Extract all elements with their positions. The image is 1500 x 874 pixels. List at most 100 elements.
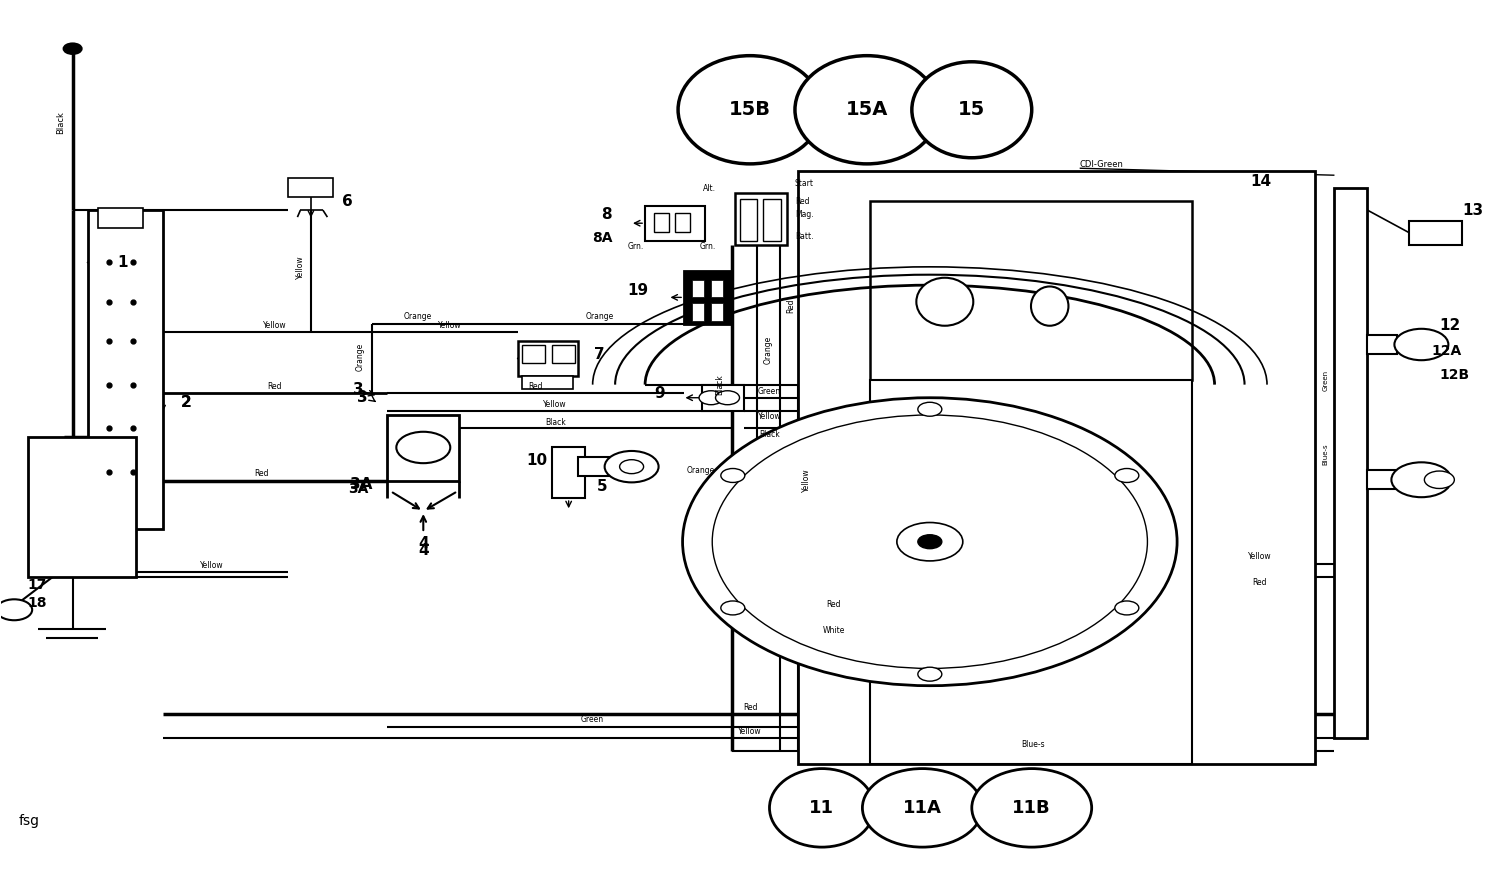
Circle shape — [722, 601, 746, 615]
Bar — [98, 208, 142, 227]
Text: Red: Red — [267, 382, 282, 391]
Text: 9: 9 — [654, 385, 664, 401]
Text: Orange: Orange — [687, 466, 714, 475]
Text: Orange: Orange — [404, 312, 432, 321]
Bar — [798, 170, 1316, 764]
Text: Yellow: Yellow — [262, 321, 286, 329]
Text: Grn.: Grn. — [699, 242, 715, 251]
Bar — [870, 201, 1192, 380]
Circle shape — [1114, 601, 1138, 615]
Bar — [654, 212, 669, 232]
Text: 11B: 11B — [1013, 799, 1052, 817]
Text: Black: Black — [544, 418, 566, 427]
Circle shape — [1392, 462, 1452, 497]
Text: Green: Green — [580, 715, 604, 725]
Text: Yellow: Yellow — [296, 255, 304, 279]
Circle shape — [682, 398, 1178, 686]
Text: 3A: 3A — [350, 477, 372, 492]
Text: 2: 2 — [180, 394, 192, 410]
Ellipse shape — [862, 768, 982, 847]
Text: Yellow: Yellow — [543, 400, 567, 409]
Text: 15A: 15A — [846, 101, 888, 119]
Text: 1: 1 — [117, 255, 128, 270]
Text: Start: Start — [795, 179, 814, 189]
Text: Red: Red — [528, 382, 543, 391]
Text: Black: Black — [56, 111, 64, 135]
Text: 5: 5 — [597, 479, 608, 494]
Bar — [518, 341, 578, 376]
Circle shape — [722, 468, 746, 482]
Text: 3: 3 — [357, 390, 368, 406]
Text: Alt.: Alt. — [702, 184, 715, 193]
Bar — [684, 271, 732, 323]
Circle shape — [1114, 468, 1138, 482]
Text: Red: Red — [1252, 579, 1268, 587]
Bar — [522, 376, 573, 389]
Bar — [87, 210, 162, 529]
Text: Yellow: Yellow — [200, 561, 223, 570]
Ellipse shape — [912, 62, 1032, 158]
Circle shape — [1395, 329, 1449, 360]
Text: 12B: 12B — [1440, 368, 1470, 382]
Text: 4: 4 — [419, 543, 429, 558]
Text: 11A: 11A — [903, 799, 942, 817]
Bar — [1335, 188, 1368, 738]
Bar — [1410, 220, 1462, 245]
Bar — [870, 380, 1192, 764]
Bar — [27, 437, 135, 577]
Circle shape — [699, 391, 723, 405]
Bar — [552, 447, 585, 498]
Circle shape — [396, 432, 450, 463]
Text: 10: 10 — [526, 453, 548, 468]
Text: White: White — [822, 626, 844, 635]
Ellipse shape — [1030, 287, 1068, 326]
Bar — [522, 345, 544, 363]
Text: Red: Red — [254, 469, 268, 478]
Bar — [675, 212, 690, 232]
Text: Blue-s: Blue-s — [1022, 739, 1046, 749]
Text: Orange: Orange — [586, 312, 615, 321]
Text: Yellow: Yellow — [1248, 552, 1272, 561]
Circle shape — [918, 535, 942, 549]
Text: 4: 4 — [419, 536, 429, 551]
Text: 3A: 3A — [348, 482, 369, 496]
Bar — [702, 385, 744, 411]
Bar — [645, 205, 705, 240]
Text: Orange: Orange — [356, 343, 364, 371]
Bar — [288, 177, 333, 197]
Bar — [740, 198, 758, 240]
Text: 12: 12 — [1440, 318, 1461, 333]
Text: 6: 6 — [342, 194, 352, 209]
Bar — [1368, 335, 1398, 354]
Bar — [93, 507, 120, 529]
Text: 8A: 8A — [591, 231, 612, 245]
Text: 11: 11 — [810, 799, 834, 817]
Text: Black: Black — [759, 430, 780, 439]
Text: Orange: Orange — [764, 336, 772, 364]
Circle shape — [918, 667, 942, 681]
Circle shape — [712, 415, 1148, 669]
Ellipse shape — [972, 768, 1092, 847]
Circle shape — [604, 451, 658, 482]
Circle shape — [620, 460, 644, 474]
Text: fsg: fsg — [18, 814, 39, 828]
Bar — [387, 415, 459, 481]
Bar — [578, 457, 620, 476]
Text: Mag.: Mag. — [795, 210, 813, 219]
Ellipse shape — [916, 278, 974, 326]
Bar — [764, 198, 782, 240]
Text: Green: Green — [1323, 370, 1329, 391]
Text: Yellow: Yellow — [438, 321, 462, 329]
Circle shape — [897, 523, 963, 561]
Bar — [692, 303, 703, 321]
Circle shape — [918, 402, 942, 416]
Circle shape — [63, 44, 81, 54]
Text: Red: Red — [827, 600, 842, 609]
Text: Red: Red — [786, 299, 795, 314]
Text: Yellow: Yellow — [802, 468, 812, 492]
Text: 12A: 12A — [1432, 344, 1462, 358]
Text: Green: Green — [758, 387, 782, 396]
Text: 18: 18 — [27, 596, 46, 610]
Text: Blue-s: Blue-s — [1323, 444, 1329, 465]
Circle shape — [0, 600, 32, 621]
